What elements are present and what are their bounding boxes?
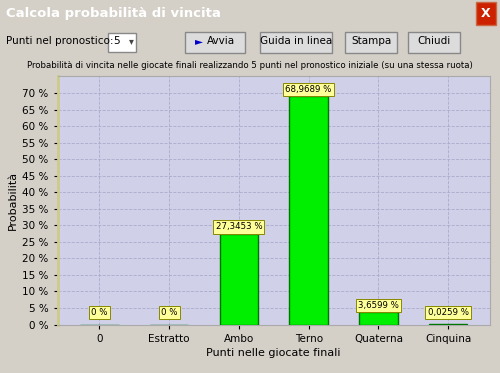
Text: Avvia: Avvia bbox=[207, 36, 235, 46]
FancyBboxPatch shape bbox=[260, 32, 332, 53]
Text: Punti nel pronostico:: Punti nel pronostico: bbox=[6, 36, 114, 46]
Text: 0,0259 %: 0,0259 % bbox=[428, 308, 469, 317]
FancyBboxPatch shape bbox=[345, 32, 397, 53]
FancyBboxPatch shape bbox=[185, 32, 245, 53]
FancyBboxPatch shape bbox=[408, 32, 460, 53]
FancyBboxPatch shape bbox=[108, 33, 136, 52]
Text: Chiudi: Chiudi bbox=[418, 36, 450, 46]
Y-axis label: Probabilità: Probabilità bbox=[8, 171, 18, 230]
Text: X: X bbox=[481, 7, 491, 20]
Text: ▾: ▾ bbox=[128, 36, 134, 46]
Bar bbox=[290, 96, 328, 325]
Text: Stampa: Stampa bbox=[351, 36, 391, 46]
Text: 68,9689 %: 68,9689 % bbox=[286, 85, 332, 94]
Text: 3,6599 %: 3,6599 % bbox=[358, 301, 399, 310]
Bar bbox=[220, 234, 258, 325]
Text: 27,3453 %: 27,3453 % bbox=[216, 222, 262, 231]
Bar bbox=[359, 313, 398, 325]
Text: 0 %: 0 % bbox=[91, 308, 108, 317]
FancyBboxPatch shape bbox=[476, 2, 496, 25]
Text: 5: 5 bbox=[114, 36, 120, 46]
Text: Guida in linea: Guida in linea bbox=[260, 36, 332, 46]
X-axis label: Punti nelle giocate finali: Punti nelle giocate finali bbox=[206, 348, 341, 358]
Text: ►: ► bbox=[195, 36, 203, 46]
Text: Calcola probabilità di vincita: Calcola probabilità di vincita bbox=[6, 7, 221, 20]
Text: Probabilità di vincita nelle giocate finali realizzando 5 punti nel pronostico i: Probabilità di vincita nelle giocate fin… bbox=[27, 61, 473, 70]
Text: 0 %: 0 % bbox=[161, 308, 178, 317]
